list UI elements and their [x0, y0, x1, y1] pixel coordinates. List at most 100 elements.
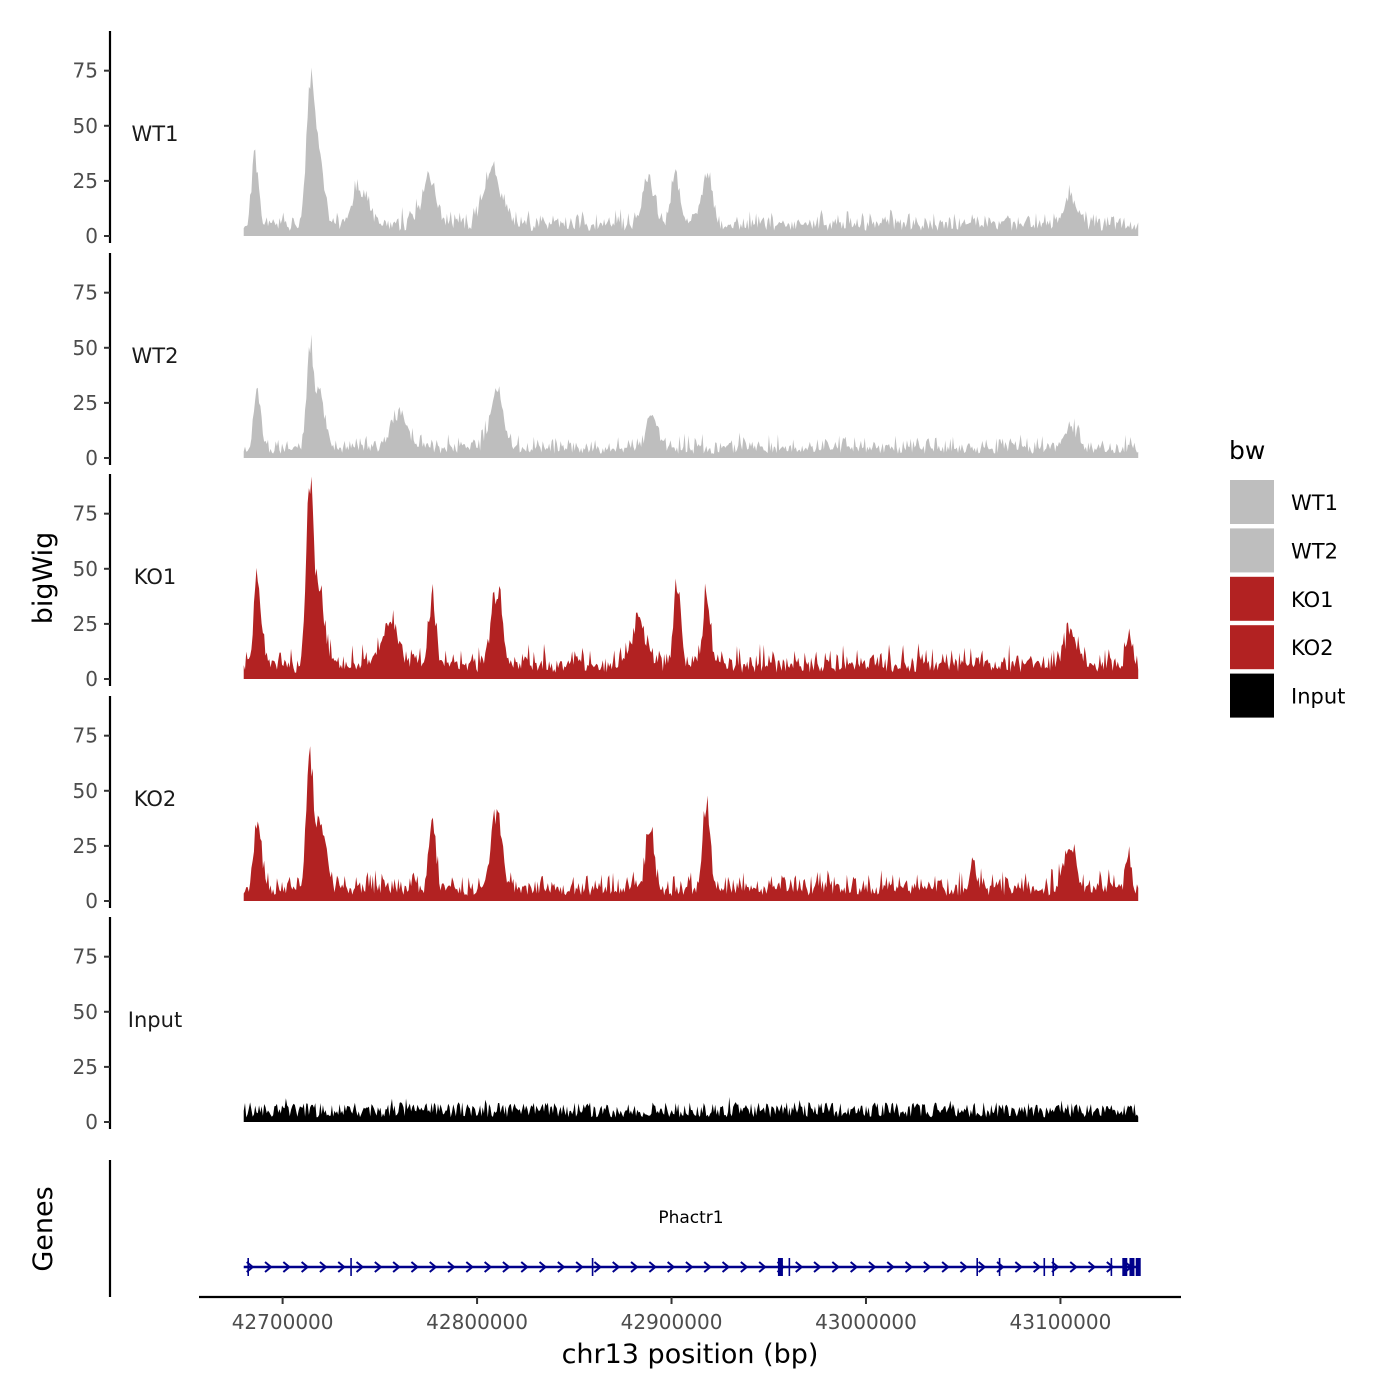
- gene-label-phactr1: Phactr1: [658, 1208, 723, 1228]
- y-tick-label: 0: [85, 224, 98, 248]
- signal-area-wt2: [243, 334, 1139, 458]
- strand-arrow: [849, 1261, 859, 1273]
- exon: [350, 1258, 352, 1276]
- y-tick-label: 25: [73, 391, 98, 415]
- strand-arrow: [319, 1261, 328, 1273]
- strand-arrow: [648, 1261, 657, 1273]
- strand-arrow: [483, 1261, 493, 1273]
- strand-arrow: [465, 1261, 474, 1273]
- y-tick-label: 50: [73, 779, 98, 803]
- x-axis: 42700000 42800000 42900000 43000000 43100000: [199, 1295, 1181, 1334]
- track-panel-ko2: 0 25 50 75 KO2: [73, 696, 1139, 913]
- legend-swatch-wt2: [1230, 528, 1274, 573]
- strand-arrow: [392, 1261, 401, 1273]
- strand-arrow: [1032, 1261, 1042, 1273]
- strand-arrow: [447, 1261, 456, 1273]
- y-axis-title: bigWig: [28, 532, 59, 625]
- x-tick-label: 42800000: [426, 1310, 528, 1334]
- exon: [1043, 1258, 1046, 1276]
- x-tick-label: 42700000: [232, 1310, 334, 1334]
- exon: [1122, 1258, 1128, 1276]
- strand-arrow: [740, 1261, 749, 1273]
- strand-arrow: [410, 1261, 419, 1273]
- exon: [1052, 1258, 1055, 1276]
- strand-arrow: [923, 1261, 932, 1273]
- track-panel-input: 0 25 50 75 Input: [73, 917, 1139, 1134]
- y-tick-label: 0: [85, 889, 98, 913]
- exon: [1135, 1258, 1141, 1276]
- strand-arrow: [538, 1261, 548, 1273]
- strand-arrow: [282, 1261, 291, 1273]
- y-tick-label: 25: [73, 1055, 98, 1079]
- track-label-ko1: KO1: [134, 565, 177, 589]
- legend-label-wt1: WT1: [1291, 491, 1338, 515]
- strand-arrow: [520, 1261, 529, 1273]
- signal-area-wt1: [243, 67, 1139, 236]
- strand-arrow: [1087, 1261, 1097, 1273]
- strand-arrow: [721, 1261, 731, 1273]
- strand-arrow: [831, 1261, 840, 1273]
- strand-arrow: [795, 1261, 804, 1273]
- strand-arrow: [758, 1261, 767, 1273]
- x-tick-label: 43100000: [1010, 1310, 1112, 1334]
- track-label-ko2: KO2: [134, 787, 177, 811]
- strand-arrow: [575, 1261, 584, 1273]
- y-tick-label: 0: [85, 1110, 98, 1134]
- y-tick-label: 50: [73, 557, 98, 581]
- strand-arrow: [886, 1261, 895, 1273]
- y-tick-label: 0: [85, 667, 98, 691]
- track-panel-wt2: 0 25 50 75 WT2: [73, 253, 1139, 470]
- strand-arrow: [1069, 1261, 1078, 1273]
- strand-arrow: [630, 1261, 639, 1273]
- genes-axis-title: Genes: [28, 1186, 59, 1271]
- legend-label-wt2: WT2: [1291, 539, 1338, 563]
- signal-area-input: [243, 1096, 1139, 1122]
- strand-arrow: [666, 1261, 676, 1273]
- exon: [247, 1258, 249, 1276]
- x-axis-title: chr13 position (bp): [562, 1339, 819, 1370]
- exon: [788, 1258, 791, 1276]
- y-tick-label: 75: [73, 281, 98, 305]
- strand-arrow: [593, 1261, 602, 1273]
- x-tick-label: 43000000: [815, 1310, 917, 1334]
- y-tick-label: 50: [73, 1000, 98, 1024]
- strand-arrow: [264, 1261, 273, 1273]
- signal-area-ko2: [243, 746, 1139, 901]
- track-label-input: Input: [128, 1008, 182, 1032]
- exon: [1110, 1258, 1113, 1276]
- track-panel-wt1: 0 25 50 75 WT1: [73, 31, 1139, 248]
- legend-label-ko2: KO2: [1291, 636, 1334, 660]
- track-label-wt1: WT1: [132, 122, 179, 146]
- strand-arrow: [355, 1261, 365, 1273]
- x-tick-label: 42900000: [621, 1310, 723, 1334]
- strand-arrow: [429, 1261, 438, 1273]
- track-panel-ko1: 0 25 50 75 KO1: [73, 474, 1139, 691]
- y-tick-label: 25: [73, 612, 98, 636]
- strand-arrow: [685, 1261, 694, 1273]
- strand-arrow: [941, 1261, 950, 1273]
- strand-arrow: [868, 1261, 877, 1273]
- y-tick-label: 75: [73, 502, 98, 526]
- legend-title: bw: [1229, 436, 1265, 465]
- legend-label-input: Input: [1291, 685, 1345, 709]
- legend-swatch-wt1: [1230, 480, 1274, 524]
- strand-arrow: [557, 1261, 566, 1273]
- strand-arrow: [502, 1261, 511, 1273]
- strand-arrow: [337, 1261, 346, 1273]
- legend: bw WT1 WT2 KO1 KO2 Input: [1229, 436, 1345, 718]
- y-tick-label: 25: [73, 834, 98, 858]
- strand-arrow: [1014, 1261, 1023, 1273]
- y-tick-label: 50: [73, 114, 98, 138]
- exon: [998, 1258, 1001, 1276]
- strand-arrow: [978, 1261, 987, 1273]
- genes-panel: Phactr1: [108, 1160, 1141, 1297]
- strand-arrow: [300, 1261, 310, 1273]
- strand-arrow: [1106, 1261, 1115, 1273]
- y-tick-label: 25: [73, 169, 98, 193]
- strand-arrow: [612, 1261, 621, 1273]
- legend-swatch-ko1: [1230, 576, 1274, 621]
- strand-arrow: [374, 1261, 383, 1273]
- strand-arrow: [959, 1261, 968, 1273]
- strand-arrow: [703, 1261, 712, 1273]
